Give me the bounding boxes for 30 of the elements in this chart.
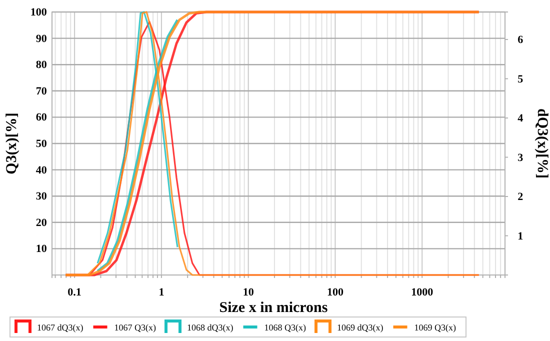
y-tick-label: 90 [36, 32, 48, 45]
legend-label: 1069 Q3(x) [414, 322, 456, 332]
y2-tick-label: 3 [518, 152, 524, 164]
y2-tick-label: 1 [518, 230, 524, 242]
y-tick-label: 40 [36, 164, 48, 176]
y-axis-title: Q3(x)[%] [4, 112, 20, 174]
y-tick-label: 80 [36, 59, 48, 72]
y-tick-label: 60 [36, 112, 48, 124]
x-tick-label: 1 [158, 286, 164, 298]
legend-label: 1069 dQ3(x) [337, 322, 384, 332]
y2-axis-title: dQ3(x)[%] [534, 108, 550, 178]
y-tick-label: 10 [36, 243, 48, 256]
y-tick-label: 50 [36, 138, 48, 150]
x-tick-label: 0.1 [68, 286, 82, 298]
y-tick-label: 20 [36, 216, 48, 229]
x-tick-label: 10 [242, 286, 254, 298]
y2-tick-label: 6 [518, 34, 524, 46]
y2-tick-label: 4 [518, 112, 524, 125]
x-tick-label: 100 [326, 286, 344, 298]
legend-label: 1067 dQ3(x) [37, 322, 84, 332]
x-axis-title: Size x in microns [219, 300, 328, 316]
y-tick-label: 30 [36, 190, 48, 203]
x-tick-label: 1000 [411, 286, 434, 298]
legend-label: 1068 dQ3(x) [187, 322, 234, 332]
legend-label: 1067 Q3(x) [114, 322, 156, 332]
y2-tick-label: 5 [518, 73, 524, 86]
y-tick-label: 100 [30, 6, 48, 19]
legend-label: 1068 Q3(x) [264, 322, 306, 332]
y2-tick-label: 2 [518, 191, 524, 204]
y-tick-label: 70 [36, 85, 48, 98]
